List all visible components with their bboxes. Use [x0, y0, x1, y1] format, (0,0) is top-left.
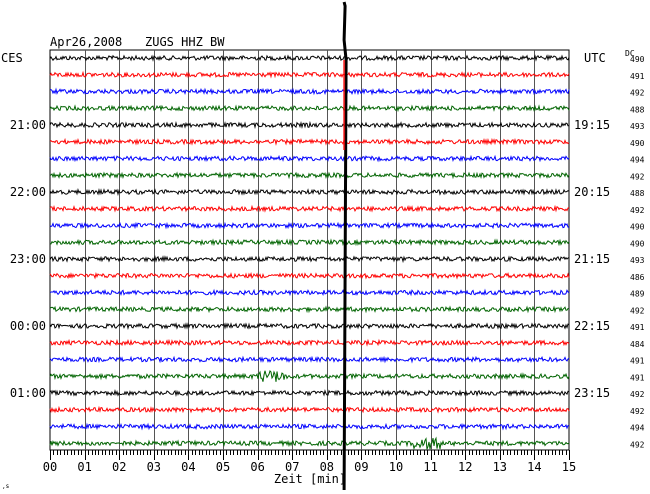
trace-line	[49, 87, 570, 96]
seismic-traces: 490 491 492 488 493 490 494 492 488 492 490 490 493 4…	[49, 1, 645, 491]
trace-line	[49, 288, 570, 297]
x-tick-label: 13	[493, 460, 507, 474]
trace-line	[49, 221, 570, 230]
dc-offset-label: 492	[630, 390, 645, 399]
trace-line	[49, 436, 570, 450]
dc-offset-label: 494	[630, 424, 645, 433]
x-tick-label: 06	[250, 460, 264, 474]
x-tick-label: 00	[43, 460, 57, 474]
x-tick-label: 11	[423, 460, 437, 474]
dc-offset-label: 493	[630, 122, 645, 131]
x-axis: 00 01 02 03 04 05 06 07 08 09 10 11 12 13 14 15	[43, 450, 576, 474]
trace-line	[49, 405, 570, 414]
trace-line	[49, 188, 570, 197]
dc-offset-label: 490	[630, 55, 645, 64]
dc-offset-label: 492	[630, 440, 645, 449]
trace-line	[49, 389, 570, 397]
dc-offset-label: 493	[630, 256, 645, 265]
trace-line	[49, 370, 570, 382]
trace-line	[49, 204, 570, 213]
right-time-label: 22:15	[574, 319, 610, 333]
trace-line	[49, 338, 570, 347]
trace-line	[49, 137, 570, 146]
dc-offset-label: 491	[630, 72, 645, 81]
left-timezone-label: CES	[1, 51, 23, 65]
x-tick-label: 05	[216, 460, 230, 474]
x-tick-label: 02	[112, 460, 126, 474]
trace-line	[49, 272, 570, 280]
event-spike	[342, 1, 348, 491]
x-axis-label: Zeit [min]	[274, 472, 346, 486]
corner-mark: ,s	[2, 483, 10, 490]
chart-station: ZUGS HHZ BW	[145, 35, 225, 49]
dc-offset-label: 494	[630, 156, 645, 165]
plot-frame	[49, 49, 570, 451]
dc-offset-label: 492	[630, 306, 645, 315]
dc-offset-label: 492	[630, 407, 645, 416]
dc-offset-label: 490	[630, 239, 645, 248]
dc-header-label: DC	[625, 49, 635, 58]
dc-offset-label: 488	[630, 189, 645, 198]
trace-line	[49, 171, 570, 180]
right-time-label: 23:15	[574, 386, 610, 400]
left-time-label: 01:00	[10, 386, 46, 400]
dc-offset-label: 492	[630, 89, 645, 98]
right-time-label: 20:15	[574, 185, 610, 199]
x-tick-label: 03	[147, 460, 161, 474]
dc-offset-label: 491	[630, 357, 645, 366]
dc-offset-label: 488	[630, 105, 645, 114]
x-tick-label: 01	[77, 460, 91, 474]
x-tick-label: 07	[285, 460, 299, 474]
left-time-label: 21:00	[10, 118, 46, 132]
trace-line	[49, 322, 570, 331]
trace-line	[49, 238, 570, 247]
trace-line	[49, 355, 570, 364]
dc-offset-label: 492	[630, 206, 645, 215]
trace-line	[49, 154, 570, 163]
trace-line	[49, 422, 570, 431]
left-time-label: 00:00	[10, 319, 46, 333]
right-time-label: 21:15	[574, 252, 610, 266]
trace-line	[49, 120, 569, 130]
dc-offset-label: 491	[630, 373, 645, 382]
trace-line	[49, 54, 570, 62]
chart-date: Apr26,2008	[50, 35, 122, 49]
trace-line	[49, 104, 570, 113]
dc-offset-label: 491	[630, 323, 645, 332]
right-timezone-label: UTC	[584, 51, 606, 65]
dc-offset-label: 486	[630, 273, 645, 282]
x-tick-label: 10	[389, 460, 403, 474]
grid-lines	[49, 49, 570, 451]
x-tick-label: 09	[354, 460, 368, 474]
dc-offset-label: 492	[630, 172, 645, 181]
x-tick-label: 04	[181, 460, 195, 474]
trace-line	[49, 70, 570, 79]
x-tick-label: 08	[320, 460, 334, 474]
right-time-label: 19:15	[574, 118, 610, 132]
x-tick-label: 15	[562, 460, 576, 474]
dc-offset-label: 489	[630, 290, 645, 299]
left-time-label: 22:00	[10, 185, 46, 199]
left-time-label: 23:00	[10, 252, 46, 266]
x-tick-label: 14	[527, 460, 541, 474]
time-labels: 21:00 22:00 23:00 00:00 01:00 19:15 20:15 21:15…	[10, 118, 610, 400]
trace-line	[49, 305, 570, 314]
dc-offset-label: 484	[630, 340, 645, 349]
dc-offset-label: 490	[630, 139, 645, 148]
x-tick-label: 12	[458, 460, 472, 474]
trace-line	[49, 255, 570, 264]
dc-offset-label: 490	[630, 223, 645, 232]
